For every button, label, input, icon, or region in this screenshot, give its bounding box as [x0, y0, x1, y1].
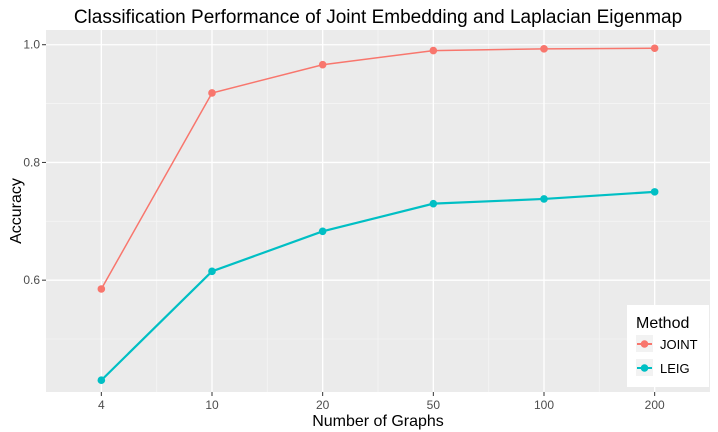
legend-key-point: [640, 364, 649, 372]
legend-key-joint: [636, 335, 653, 352]
y-axis-title: Accuracy: [8, 178, 25, 244]
legend: Method JOINT LEIG: [627, 305, 709, 387]
legend-label-joint: JOINT: [660, 337, 698, 352]
y-tick-label: 0.8: [23, 155, 40, 169]
legend-key-point: [640, 340, 649, 348]
minor-gridlines: [46, 30, 710, 392]
x-axis-title: Number of Graphs: [312, 413, 444, 430]
data-point-joint: [650, 44, 659, 53]
x-tick-label: 10: [205, 398, 219, 412]
data-point-joint: [97, 285, 106, 293]
x-tick-label: 200: [645, 398, 665, 412]
y-tick-label: 1.0: [23, 38, 40, 52]
data-point-leig: [650, 188, 659, 196]
x-tick-label: 20: [316, 398, 330, 412]
series-layer: [97, 44, 659, 385]
legend-label-leig: LEIG: [660, 361, 690, 376]
x-axis: 4 10 20 50 100 200: [98, 392, 665, 412]
data-point-leig: [318, 227, 327, 236]
data-point-joint: [318, 60, 327, 69]
x-tick-label: 100: [534, 398, 554, 412]
y-axis: 0.6 0.8 1.0: [23, 38, 46, 287]
x-tick-label: 50: [427, 398, 441, 412]
data-point-leig: [208, 267, 216, 276]
y-tick-label: 0.6: [23, 273, 40, 287]
data-point-joint: [429, 46, 438, 55]
data-point-joint: [208, 89, 216, 97]
x-tick-label: 4: [98, 398, 105, 412]
data-point-leig: [429, 199, 438, 208]
data-point-leig: [540, 195, 548, 203]
legend-key-leig: [636, 359, 653, 376]
chart-title: Classification Performance of Joint Embe…: [74, 7, 682, 28]
data-point-joint: [540, 45, 548, 53]
series-line-leig: [100, 190, 655, 382]
legend-items: JOINT LEIG: [636, 335, 698, 376]
series-line-joint: [100, 47, 655, 290]
legend-title: Method: [636, 315, 689, 332]
major-gridlines: [46, 30, 710, 392]
data-point-leig: [97, 376, 106, 385]
